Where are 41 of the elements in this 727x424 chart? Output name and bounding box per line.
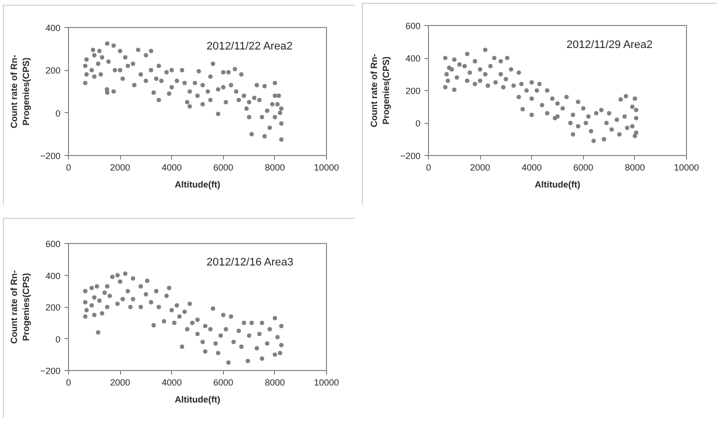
annotation: 2012/12/16 Area3 (206, 256, 294, 269)
y-axis-title: Count rate of Rn-Progenies(CPS) (369, 54, 392, 128)
y-tick-label: 200 (45, 66, 61, 76)
x-tick-label: 10000 (314, 162, 340, 172)
x-tick-label: 0 (66, 378, 72, 388)
x-tick-label: 4000 (162, 162, 182, 172)
y-tick-label: 0 (55, 334, 61, 344)
x-axis-title: Altitude(ft) (174, 394, 220, 404)
x-tick-label: 4000 (162, 378, 182, 388)
x-tick-label: 10000 (674, 162, 700, 172)
x-axis-title: Altitude(ft) (534, 180, 580, 190)
y-axis-title: Count rate of Rn-Progenies(CPS) (9, 54, 32, 128)
y-tick-label: −200 (400, 151, 421, 161)
annotation: 2012/11/29 Area2 (566, 39, 653, 51)
x-tick-label: 8000 (264, 378, 285, 388)
y-tick-label: 600 (45, 239, 61, 249)
x-tick-label: 6000 (213, 162, 234, 172)
y-tick-label: 0 (415, 118, 421, 128)
y-tick-label: −200 (40, 151, 61, 161)
y-tick-label: 0 (55, 108, 61, 118)
annotation: 2012/11/22 Area2 (206, 40, 293, 53)
x-tick-label: 8000 (624, 162, 645, 172)
x-tick-label: 6000 (573, 162, 594, 172)
y-tick-label: 400 (45, 23, 61, 33)
x-tick-label: 2000 (110, 162, 130, 172)
x-tick-label: 2000 (110, 378, 130, 388)
x-axis-title: Altitude(ft) (174, 180, 220, 190)
y-axis-title: Count rate of Rn-Progenies(CPS) (9, 270, 32, 344)
y-tick-label: 200 (45, 302, 61, 312)
y-tick-label: 200 (405, 86, 421, 96)
x-tick-label: 0 (426, 162, 432, 172)
y-tick-label: −200 (40, 366, 61, 376)
x-tick-label: 2000 (470, 162, 490, 172)
x-tick-label: 10000 (314, 378, 340, 388)
x-tick-label: 6000 (213, 378, 234, 388)
y-tick-label: 600 (405, 21, 421, 31)
x-tick-label: 4000 (522, 162, 542, 172)
x-tick-label: 8000 (264, 162, 285, 172)
y-tick-label: 400 (405, 54, 421, 64)
y-tick-label: 400 (45, 270, 61, 281)
x-tick-label: 0 (66, 162, 72, 172)
